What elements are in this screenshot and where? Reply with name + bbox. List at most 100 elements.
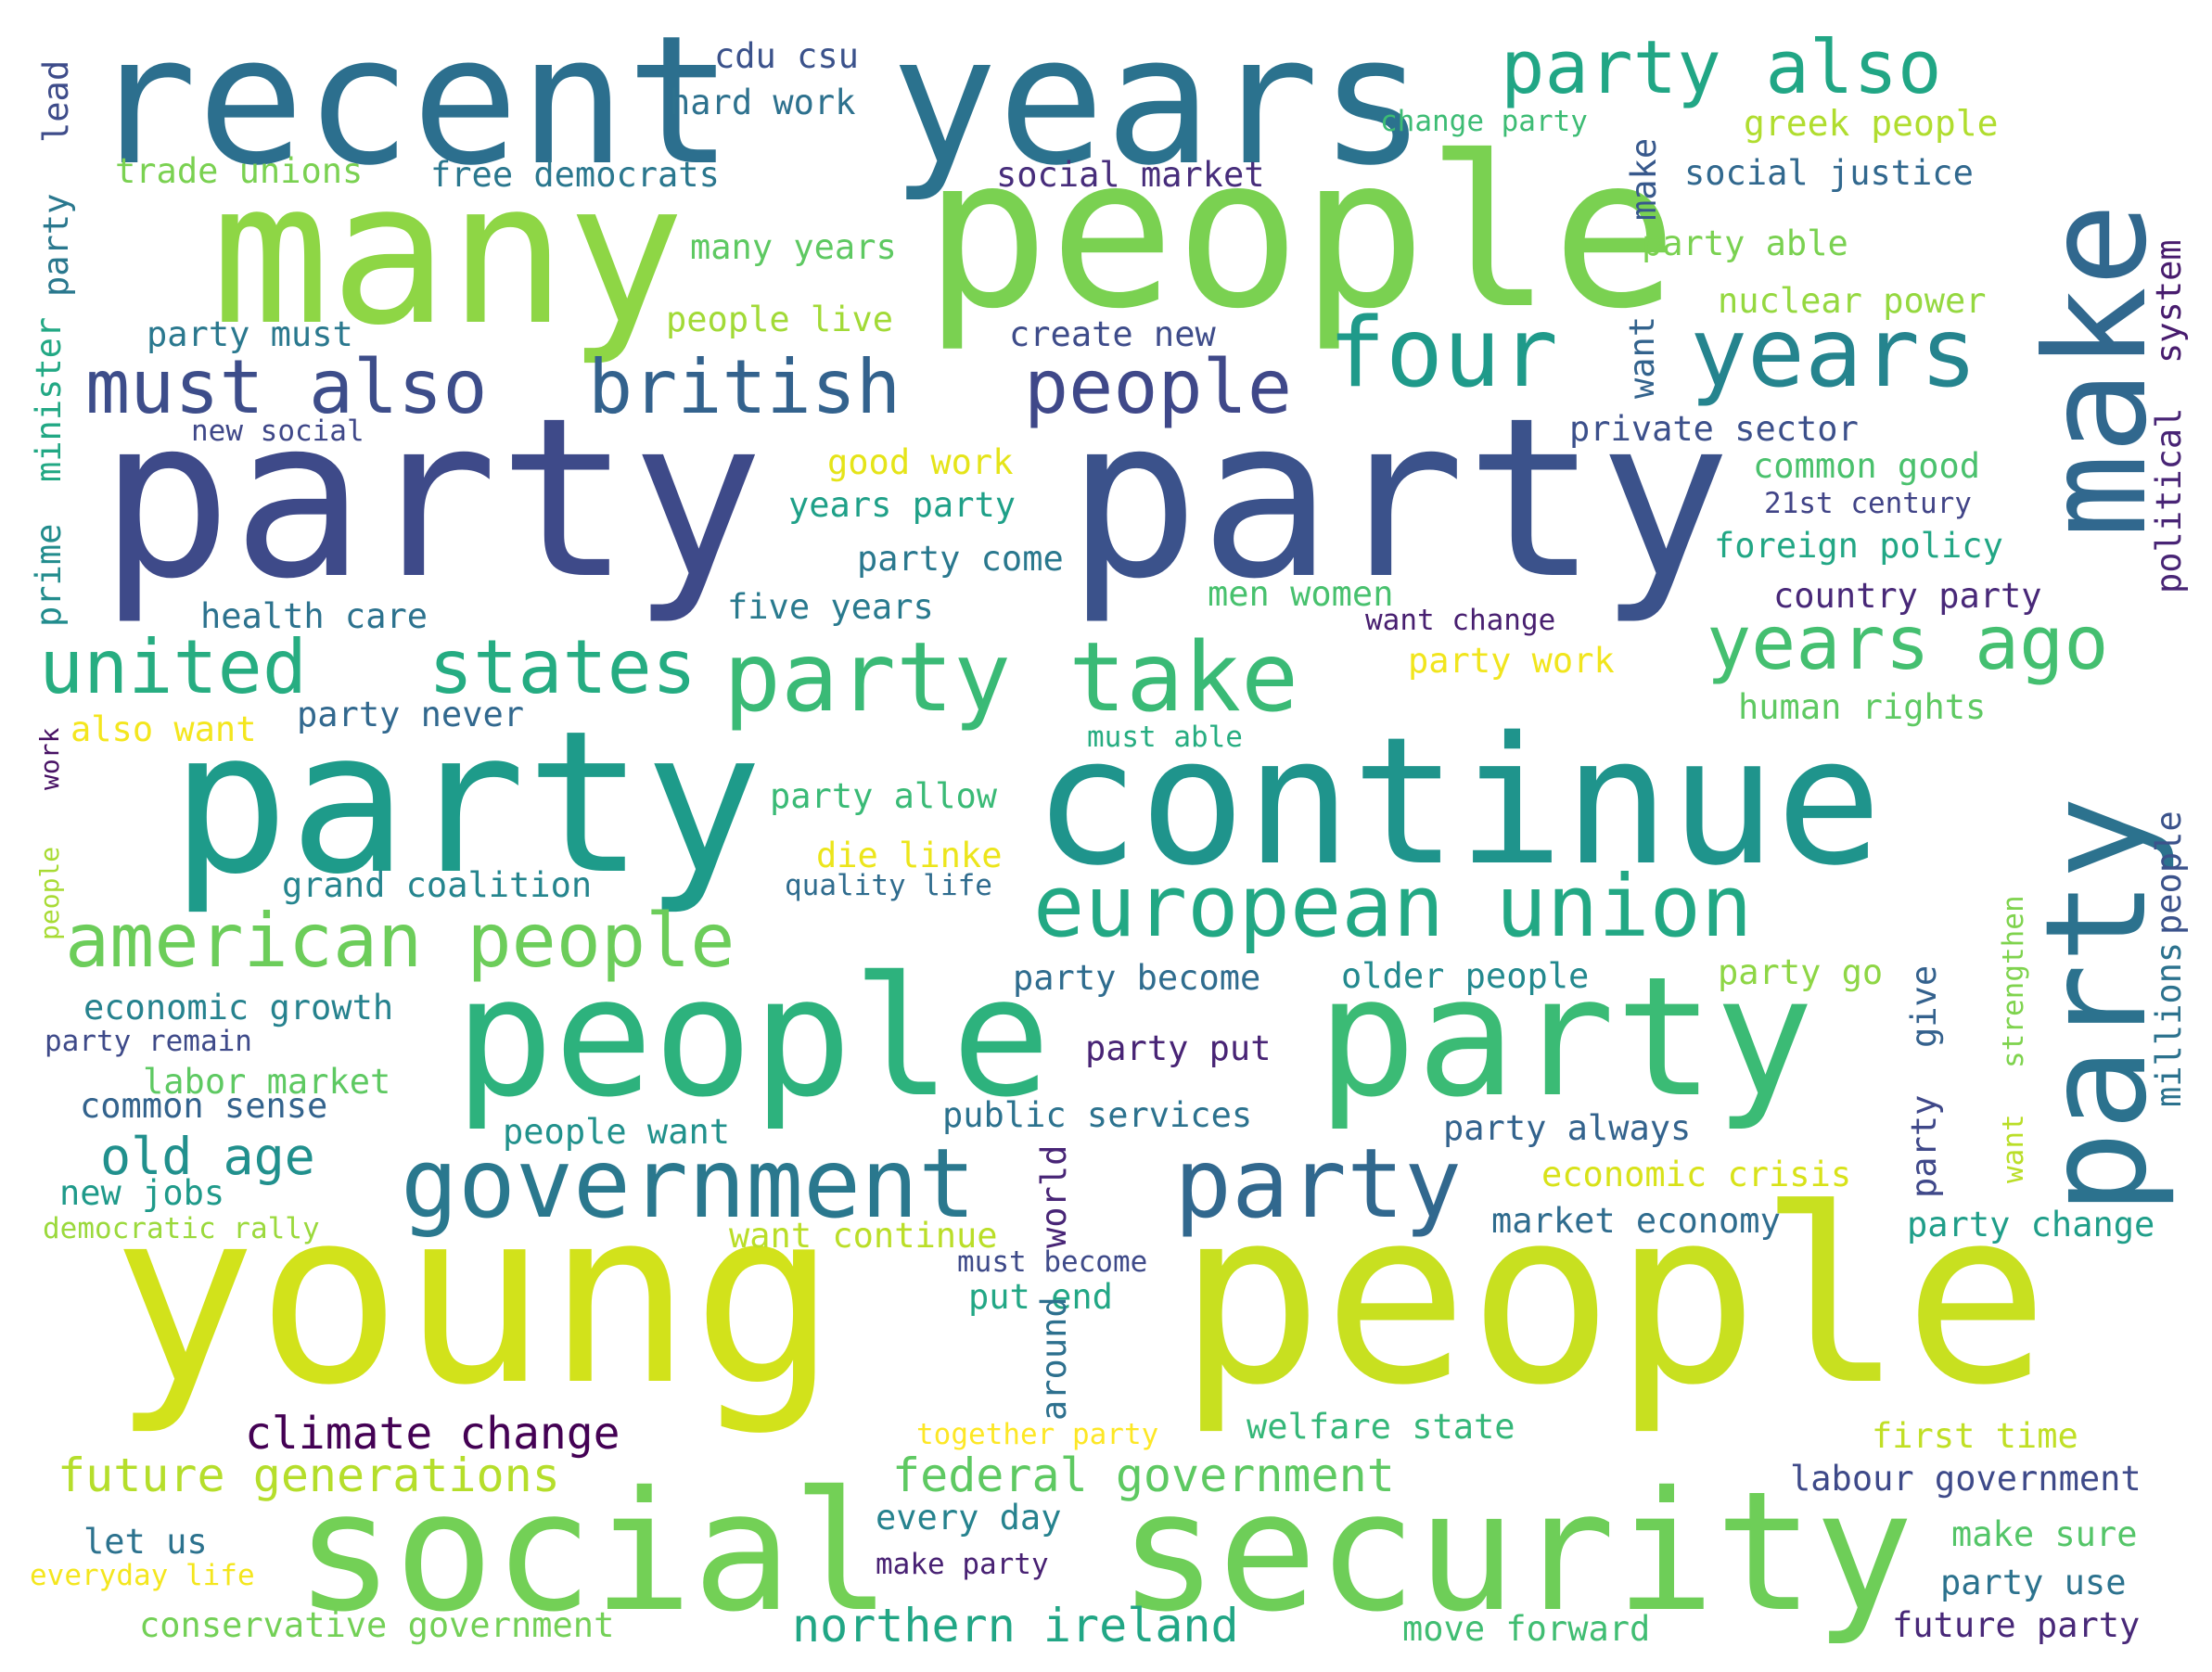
word-party-work: party work	[1408, 641, 1615, 681]
word-united: united	[39, 624, 307, 710]
word-common-sense: common sense	[80, 1086, 328, 1126]
word-climate-change: climate change	[245, 1408, 620, 1460]
word-free-democrats: free democrats	[430, 155, 720, 195]
word-cdu-csu: cdu csu	[714, 36, 859, 76]
word-economic-growth: economic growth	[83, 988, 394, 1027]
word-want-continue: want continue	[729, 1216, 998, 1256]
word-party-put: party put	[1085, 1028, 1272, 1068]
word-together-party: together party	[916, 1418, 1159, 1451]
word-security: security	[1119, 1456, 1914, 1648]
word-people-4: people	[1178, 1158, 2050, 1438]
word-party-go: party go	[1718, 952, 1884, 992]
word-party-remain: party remain	[45, 1025, 252, 1058]
word-five-years: five years	[727, 587, 934, 627]
word-move-forward: move forward	[1402, 1609, 1651, 1649]
word-must-also: must also	[85, 344, 488, 430]
word-trade-unions: trade unions	[115, 151, 364, 191]
word-minister: minister	[29, 316, 69, 482]
word-grand-coalition: grand coalition	[282, 865, 593, 905]
word-labor-market: labor market	[143, 1062, 391, 1102]
word-want: want	[1622, 315, 1662, 399]
word-nuclear-power: nuclear power	[1718, 281, 1987, 321]
word-social: social	[295, 1456, 891, 1648]
word-british: british	[588, 344, 901, 430]
word-everyday-life: everyday life	[30, 1559, 255, 1592]
word-many-years: many years	[690, 227, 897, 267]
word-years: years	[890, 0, 1426, 205]
word-continue: continue	[1033, 699, 1883, 904]
word-must-able: must able	[1087, 721, 1243, 754]
word-world: world	[1034, 1144, 1074, 1248]
word-party-4: party	[1317, 941, 1814, 1133]
word-older-people: older people	[1341, 956, 1590, 996]
word-welfare-state: welfare state	[1247, 1407, 1515, 1447]
word-people-2: people	[1024, 344, 1292, 430]
word-good-work: good work	[827, 442, 1014, 482]
word-lead: lead	[36, 59, 76, 143]
word-recent: recent	[90, 0, 734, 205]
word-people-want: people want	[503, 1112, 731, 1152]
word-new-social: new social	[191, 415, 364, 448]
word-hard-work: hard work	[670, 83, 856, 122]
word-social-justice: social justice	[1684, 153, 1974, 193]
word-party-right: party	[1904, 1094, 1944, 1198]
word-party-1: party	[99, 371, 764, 628]
word-party-5: party	[1174, 1129, 1463, 1240]
word-let-us: let us	[83, 1522, 208, 1562]
word-country-party: country party	[1773, 576, 2042, 616]
word-millions: millions	[2149, 941, 2189, 1107]
word-party-also: party also	[1501, 25, 1942, 110]
word-years-ago: years ago	[1707, 600, 2109, 686]
word-greek-people: greek people	[1744, 103, 1999, 144]
word-want-change: want change	[1365, 604, 1556, 637]
word-party-2: party	[1067, 371, 1732, 628]
word-party-change: party change	[1907, 1205, 2155, 1244]
word-make-small: make	[1624, 137, 1664, 221]
word-party-must: party must	[147, 314, 353, 354]
word-party-never: party never	[297, 695, 525, 734]
word-21st-century: 21st century	[1764, 487, 1972, 520]
word-economic-crisis: economic crisis	[1541, 1155, 1852, 1194]
word-die-linke: die linke	[816, 836, 1003, 875]
word-political: political	[2149, 407, 2189, 593]
word-four: four	[1328, 298, 1559, 409]
word-people-live: people live	[666, 300, 894, 339]
word-market-economy: market economy	[1491, 1201, 1781, 1241]
word-also-want: also want	[70, 709, 257, 749]
word-labour-government: labour government	[1790, 1459, 2142, 1499]
word-old-age: old age	[100, 1127, 315, 1186]
word-make: make	[2016, 202, 2178, 538]
word-party-vertical: party	[2016, 796, 2178, 1215]
word-people: people	[924, 112, 1678, 355]
word-people-left: people	[34, 846, 65, 940]
word-strengthen: strengthen	[1997, 895, 2030, 1068]
word-make-party: make party	[876, 1548, 1049, 1581]
word-party-able: party able	[1642, 223, 1848, 263]
word-years-party: years party	[788, 485, 1016, 525]
word-young: young	[111, 1158, 837, 1438]
word-years-2: years	[1690, 298, 1978, 409]
word-party-come: party come	[857, 539, 1064, 579]
word-around: around	[1034, 1296, 1074, 1421]
word-prime: prime	[29, 523, 69, 627]
word-private-sector: private sector	[1569, 409, 1859, 449]
word-people-right: people	[2149, 810, 2189, 935]
word-party-3: party	[171, 688, 763, 917]
word-party-become: party become	[1013, 958, 1261, 998]
word-future-party: future party	[1892, 1605, 2141, 1645]
word-give: give	[1904, 964, 1944, 1048]
word-conservative-government: conservative government	[139, 1605, 615, 1645]
word-northern-ireland: northern ireland	[792, 1599, 1239, 1653]
word-quality-life: quality life	[785, 869, 992, 902]
word-first-time: first time	[1872, 1416, 2078, 1456]
word-government: government	[401, 1129, 977, 1240]
word-american-people: american people	[65, 898, 735, 984]
word-want-right: want	[1997, 1114, 2030, 1183]
word-system: system	[2149, 239, 2189, 364]
word-make-sure: make sure	[1951, 1514, 2138, 1554]
word-common-good: common good	[1753, 446, 1981, 486]
word-party-always: party always	[1443, 1108, 1692, 1148]
word-human-rights: human rights	[1738, 687, 1987, 727]
word-create-new: create new	[1009, 314, 1216, 354]
